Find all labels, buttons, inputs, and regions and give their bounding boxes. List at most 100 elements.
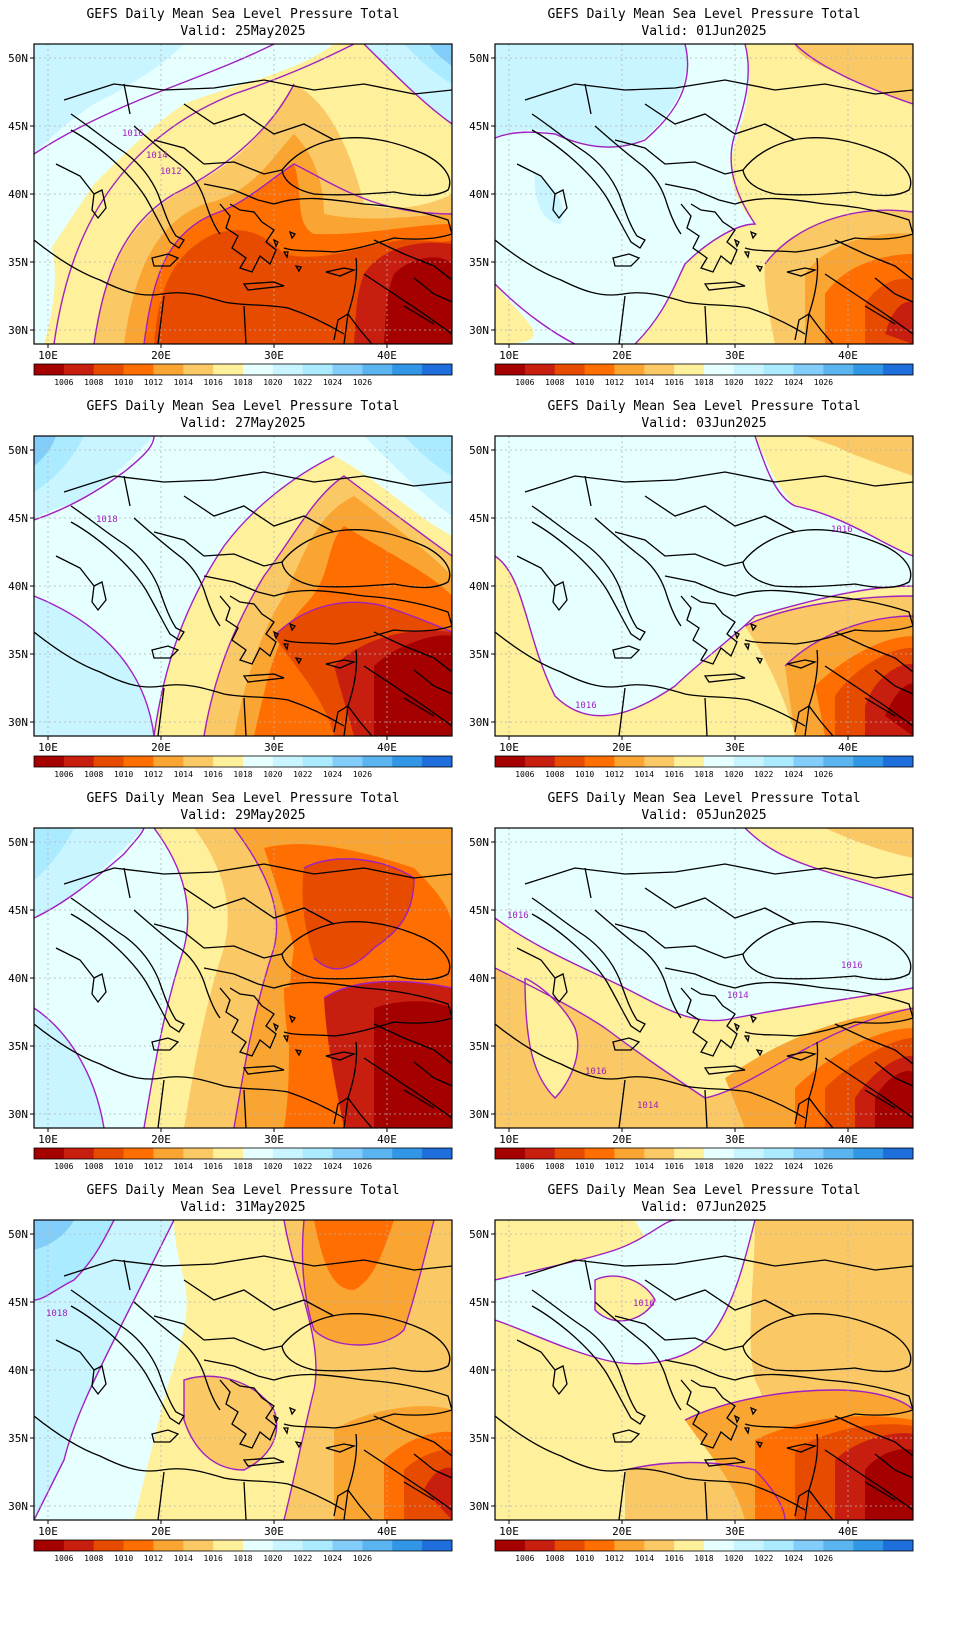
colorbar-swatch bbox=[584, 1148, 615, 1159]
colorbar-swatch bbox=[704, 1540, 735, 1551]
lat-tick-label: 35N bbox=[8, 1040, 28, 1053]
lon-tick-label: 30E bbox=[264, 1525, 284, 1538]
colorbar-label: 1010 bbox=[575, 770, 594, 779]
isobar-line bbox=[34, 1220, 115, 1301]
colorbar-swatch bbox=[332, 1148, 363, 1159]
lon-tick-label: 10E bbox=[499, 1525, 519, 1538]
colorbar-swatch bbox=[733, 1540, 765, 1551]
colorbar: 1006 1008 1010 1012 1014 1016 1018 1020 1022 1024… bbox=[33, 363, 453, 387]
colorbar: 1006 1008 1010 1012 1014 1016 1018 1020 1022 1024… bbox=[33, 1539, 453, 1563]
lon-tick-label: 30E bbox=[725, 1133, 745, 1146]
isobar-line bbox=[34, 828, 145, 919]
colorbar-label: 1010 bbox=[575, 378, 594, 387]
colorbar-label: 1026 bbox=[353, 1554, 372, 1563]
colorbar-label: 1016 bbox=[665, 770, 684, 779]
colorbar: 1006 1008 1010 1012 1014 1016 1018 1020 1022 1024… bbox=[33, 1147, 453, 1171]
colorbar-swatch bbox=[495, 1540, 526, 1551]
colorbar-swatch bbox=[34, 1148, 65, 1159]
pressure-band bbox=[825, 828, 913, 858]
isobar-line bbox=[303, 858, 415, 970]
colorbar: 1006 1008 1010 1012 1014 1016 1018 1020 1022 1024… bbox=[494, 1539, 914, 1563]
colorbar-label: 1012 bbox=[605, 1554, 624, 1563]
lat-tick-label: 50N bbox=[8, 444, 28, 457]
colorbar-swatch bbox=[153, 756, 184, 767]
isobar-line bbox=[495, 1220, 676, 1281]
colorbar-label: 1018 bbox=[233, 770, 252, 779]
colorbar-label: 1020 bbox=[724, 1162, 743, 1171]
colorbar-swatch bbox=[495, 1148, 526, 1159]
colorbar-swatch bbox=[34, 1540, 65, 1551]
colorbar-swatch bbox=[883, 364, 914, 375]
pressure-band bbox=[34, 828, 144, 918]
colorbar-label: 1020 bbox=[263, 378, 282, 387]
colorbar-label: 1020 bbox=[263, 770, 282, 779]
colorbar-label: 1012 bbox=[144, 378, 163, 387]
lat-tick-label: 40N bbox=[8, 580, 28, 593]
lon-tick-label: 40E bbox=[838, 349, 858, 362]
isobar-label: 1012 bbox=[160, 167, 182, 177]
colorbar-swatch bbox=[422, 1540, 453, 1551]
colorbar-label: 1012 bbox=[144, 770, 163, 779]
lon-tick-label: 20E bbox=[151, 741, 171, 754]
colorbar-swatch bbox=[733, 756, 765, 767]
lon-tick-label: 40E bbox=[377, 1525, 397, 1538]
lon-tick-label: 40E bbox=[377, 741, 397, 754]
map-panel-5: GEFS Daily Mean Sea Level Pressure Total… bbox=[8, 791, 453, 1171]
colorbar-label: 1008 bbox=[84, 1554, 103, 1563]
pressure-band bbox=[302, 858, 414, 969]
colorbar-swatch bbox=[853, 364, 884, 375]
colorbar-swatch bbox=[243, 1148, 274, 1159]
isobar-line bbox=[634, 44, 757, 344]
isobar-label: 1016 bbox=[507, 911, 529, 921]
lat-tick-label: 50N bbox=[8, 52, 28, 65]
isobar-line bbox=[744, 828, 913, 899]
colorbar-label: 1018 bbox=[694, 378, 713, 387]
lat-tick-label: 50N bbox=[469, 444, 489, 457]
colorbar-swatch bbox=[614, 1540, 645, 1551]
colorbar-swatch bbox=[704, 364, 735, 375]
colorbar-swatch bbox=[524, 1148, 556, 1159]
colorbar-label: 1006 bbox=[54, 1162, 73, 1171]
colorbar-swatch bbox=[362, 364, 393, 375]
colorbar-label: 1020 bbox=[724, 1554, 743, 1563]
pressure-band bbox=[34, 1220, 74, 1250]
lat-tick-label: 45N bbox=[8, 904, 28, 917]
colorbar-swatch bbox=[524, 1540, 556, 1551]
colorbar-swatch bbox=[332, 756, 363, 767]
colorbar: 1006 1008 1010 1012 1014 1016 1018 1020 1022 1024… bbox=[494, 755, 914, 779]
colorbar-label: 1010 bbox=[575, 1554, 594, 1563]
lon-tick-label: 20E bbox=[151, 1525, 171, 1538]
colorbar-swatch bbox=[644, 1148, 675, 1159]
lon-tick-label: 20E bbox=[151, 1133, 171, 1146]
colorbar-label: 1006 bbox=[54, 1554, 73, 1563]
lon-tick-label: 30E bbox=[725, 741, 745, 754]
colorbar-label: 1016 bbox=[204, 1554, 223, 1563]
lat-tick-label: 35N bbox=[8, 256, 28, 269]
lat-tick-label: 50N bbox=[469, 52, 489, 65]
isobar-label: 1014 bbox=[727, 991, 749, 1001]
isobar-label: 1016 bbox=[633, 1299, 655, 1309]
colorbar-label: 1024 bbox=[784, 1162, 803, 1171]
lat-tick-label: 45N bbox=[469, 904, 489, 917]
colorbar-swatch bbox=[34, 756, 65, 767]
lat-tick-label: 40N bbox=[8, 972, 28, 985]
pressure-band bbox=[424, 1467, 452, 1520]
colorbar-label: 1024 bbox=[323, 770, 342, 779]
colorbar-swatch bbox=[614, 364, 645, 375]
colorbar-label: 1020 bbox=[724, 770, 743, 779]
colorbar-swatch bbox=[93, 1148, 125, 1159]
colorbar-label: 1022 bbox=[754, 770, 773, 779]
pressure-band bbox=[34, 214, 55, 344]
colorbar-swatch bbox=[302, 364, 334, 375]
lon-tick-label: 10E bbox=[499, 349, 519, 362]
panel-valid-date: Valid: 27May2025 bbox=[180, 416, 305, 431]
colorbar-label: 1010 bbox=[114, 378, 133, 387]
pressure-band bbox=[875, 1071, 913, 1128]
colorbar-swatch bbox=[793, 364, 824, 375]
panel-title: GEFS Daily Mean Sea Level Pressure Total bbox=[86, 1183, 399, 1198]
lon-tick-label: 10E bbox=[38, 741, 58, 754]
colorbar-swatch bbox=[123, 1540, 154, 1551]
lon-tick-label: 30E bbox=[264, 1133, 284, 1146]
colorbar-swatch bbox=[123, 1148, 154, 1159]
colorbar-swatch bbox=[362, 1540, 393, 1551]
